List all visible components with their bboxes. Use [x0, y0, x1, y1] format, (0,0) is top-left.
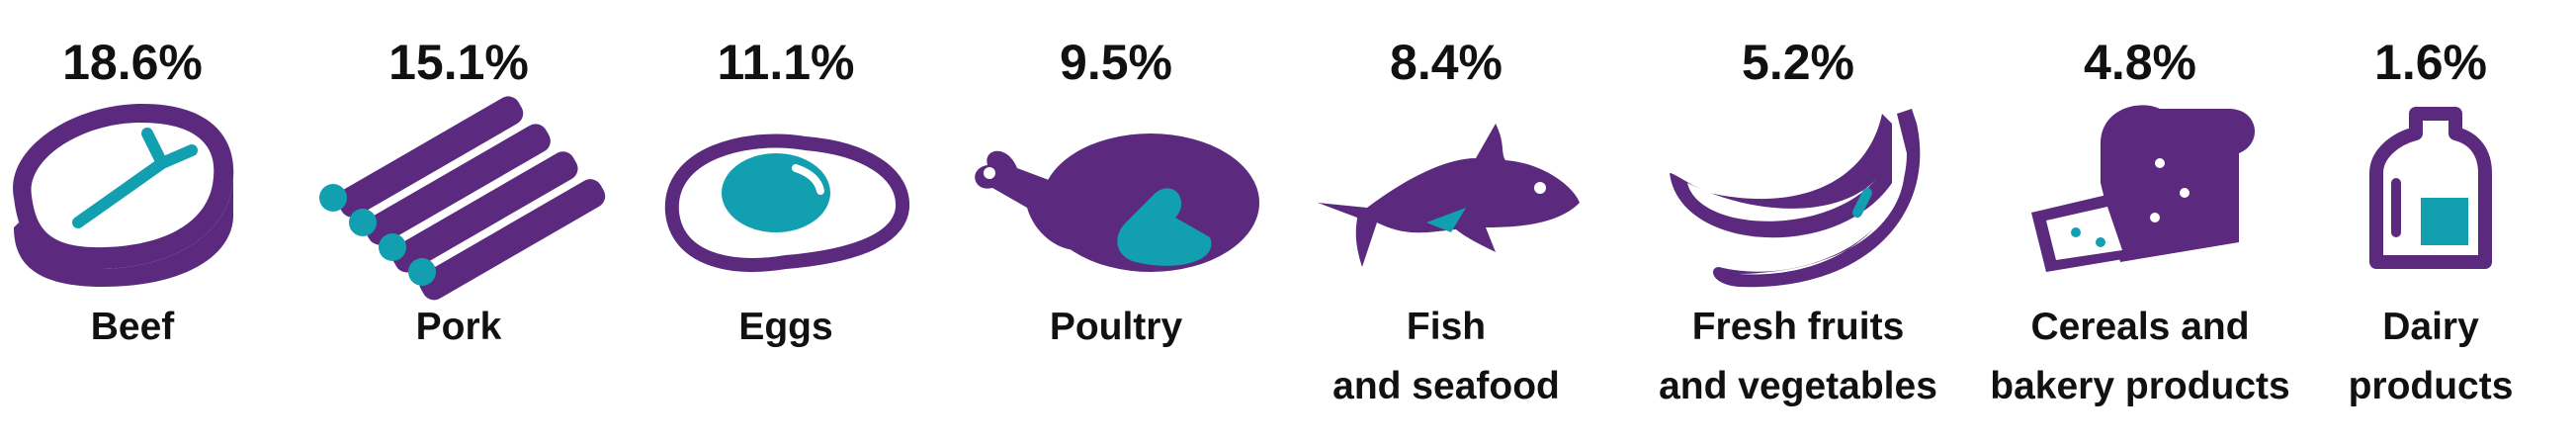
category-label: Poultry [1050, 306, 1183, 348]
percentage: 18.6% [62, 35, 203, 90]
category-label: Beef [91, 306, 176, 348]
category-label: Pork [416, 306, 502, 348]
percentage: 15.1% [388, 35, 529, 90]
fish-icon [1318, 124, 1580, 267]
category-label: and seafood [1332, 365, 1560, 407]
percentage: 1.6% [2374, 35, 2487, 90]
category-label: products [2349, 365, 2514, 407]
eggs-icon [664, 133, 909, 272]
fruit-icon [1670, 109, 1921, 288]
category-label: Fish [1407, 306, 1486, 348]
bread-icon [2031, 105, 2256, 272]
dairy-icon [2369, 107, 2492, 269]
category-label: Fresh fruits [1692, 306, 1905, 348]
category-label: Cereals and [2030, 306, 2249, 348]
percentage: 8.4% [1390, 35, 1503, 90]
category-label: and vegetables [1659, 365, 1937, 407]
beef-icon [13, 104, 234, 287]
category-label: bakery products [1990, 365, 2289, 407]
pork-icon [319, 96, 606, 301]
percentage: 9.5% [1060, 35, 1172, 90]
percentage: 11.1% [717, 35, 854, 90]
percentage: 5.2% [1742, 35, 1854, 90]
category-label: Dairy [2382, 306, 2479, 348]
percentage: 4.8% [2084, 35, 2196, 90]
category-label: Eggs [738, 306, 832, 348]
poultry-icon [975, 133, 1259, 272]
